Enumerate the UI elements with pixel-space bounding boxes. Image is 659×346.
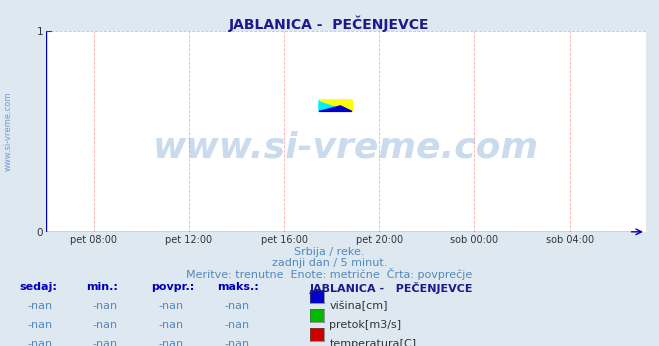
Text: JABLANICA -  PEČENJEVCE: JABLANICA - PEČENJEVCE xyxy=(229,16,430,32)
Text: -nan: -nan xyxy=(225,320,250,330)
Text: -nan: -nan xyxy=(225,301,250,311)
Text: Srbija / reke.: Srbija / reke. xyxy=(295,247,364,257)
Text: www.si-vreme.com: www.si-vreme.com xyxy=(4,92,13,171)
Text: -nan: -nan xyxy=(27,339,52,346)
Text: -nan: -nan xyxy=(93,320,118,330)
Text: -nan: -nan xyxy=(159,339,184,346)
Text: povpr.:: povpr.: xyxy=(152,282,195,292)
Text: pretok[m3/s]: pretok[m3/s] xyxy=(330,320,401,330)
Polygon shape xyxy=(319,100,352,111)
Text: zadnji dan / 5 minut.: zadnji dan / 5 minut. xyxy=(272,258,387,268)
Polygon shape xyxy=(319,106,352,111)
Text: maks.:: maks.: xyxy=(217,282,259,292)
Text: sedaj:: sedaj: xyxy=(20,282,57,292)
Text: temperatura[C]: temperatura[C] xyxy=(330,339,416,346)
Text: JABLANICA -   PEČENJEVCE: JABLANICA - PEČENJEVCE xyxy=(310,282,473,294)
Text: www.si-vreme.com: www.si-vreme.com xyxy=(153,130,539,165)
Text: -nan: -nan xyxy=(27,301,52,311)
Text: -nan: -nan xyxy=(159,301,184,311)
Text: min.:: min.: xyxy=(86,282,117,292)
Text: Meritve: trenutne  Enote: metrične  Črta: povprečje: Meritve: trenutne Enote: metrične Črta: … xyxy=(186,268,473,280)
Text: -nan: -nan xyxy=(27,320,52,330)
Text: -nan: -nan xyxy=(93,339,118,346)
Text: višina[cm]: višina[cm] xyxy=(330,301,388,311)
Polygon shape xyxy=(319,100,352,111)
Text: -nan: -nan xyxy=(93,301,118,311)
Text: -nan: -nan xyxy=(159,320,184,330)
Text: -nan: -nan xyxy=(225,339,250,346)
